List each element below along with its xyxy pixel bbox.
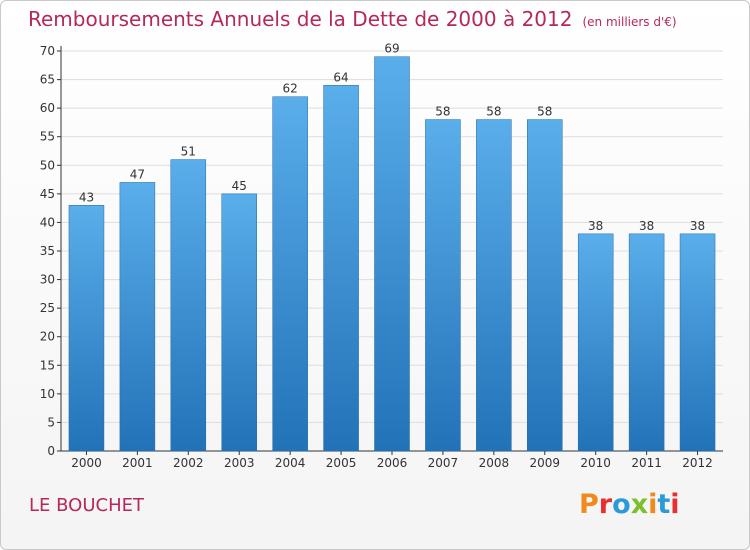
y-tick-label: 0 — [47, 444, 55, 458]
bar — [628, 233, 665, 452]
x-tick-label: 2008 — [479, 456, 510, 470]
proxiti-logo[interactable]: Proxiti — [579, 489, 680, 520]
data-label: 51 — [181, 145, 196, 159]
logo-letter: i — [648, 489, 658, 520]
x-tick-label: 2005 — [326, 456, 357, 470]
data-label: 38 — [690, 219, 705, 233]
x-tick-label: 2006 — [377, 456, 408, 470]
data-label: 38 — [639, 219, 654, 233]
x-tick-label: 2002 — [173, 456, 204, 470]
logo-letter: o — [612, 489, 631, 520]
bar — [577, 233, 614, 452]
x-tick-label: 2012 — [682, 456, 713, 470]
data-label: 64 — [333, 70, 348, 84]
data-label: 38 — [588, 219, 603, 233]
bar — [374, 56, 410, 452]
y-tick-label: 60 — [40, 101, 55, 115]
data-label: 45 — [232, 179, 247, 193]
data-label: 62 — [283, 82, 298, 96]
data-label: 58 — [537, 105, 552, 119]
bar — [527, 119, 563, 452]
bar — [272, 96, 308, 452]
x-tick-label: 2000 — [71, 456, 102, 470]
y-tick-label: 10 — [40, 387, 55, 401]
y-tick-label: 15 — [40, 358, 55, 372]
x-tick-label: 2001 — [122, 456, 153, 470]
y-tick-label: 5 — [47, 415, 55, 429]
data-label: 69 — [384, 42, 399, 56]
x-tick-label: 2010 — [580, 456, 611, 470]
data-label: 47 — [130, 167, 145, 181]
y-tick-label: 50 — [40, 158, 55, 172]
chart-subtitle: (en milliers d'€) — [582, 15, 677, 29]
bar — [476, 119, 512, 452]
y-tick-label: 20 — [40, 330, 55, 344]
data-label: 43 — [79, 190, 94, 204]
bar — [119, 182, 156, 452]
data-label: 58 — [486, 105, 501, 119]
x-tick-label: 2004 — [275, 456, 306, 470]
commune-name: LE BOUCHET — [29, 495, 144, 516]
bar — [170, 159, 207, 452]
bar — [221, 193, 257, 452]
y-tick-label: 45 — [40, 187, 55, 201]
bar — [679, 233, 716, 452]
x-tick-label: 2007 — [428, 456, 459, 470]
y-tick-label: 65 — [40, 73, 55, 87]
y-tick-label: 25 — [40, 301, 55, 315]
logo-letter: x — [630, 489, 649, 520]
labels: 0 5 10 15 20 25 30 35 40 45 50 55 60 65 70 2000 43 2001 47… — [40, 42, 713, 470]
logo-letter: i — [670, 489, 680, 520]
bar — [68, 205, 105, 452]
logo-letter: t — [657, 489, 671, 520]
x-tick-label: 2011 — [631, 456, 662, 470]
y-tick-label: 35 — [40, 244, 55, 258]
logo-letter: r — [598, 489, 613, 520]
x-tick-label: 2003 — [224, 456, 255, 470]
title-row: Remboursements Annuels de la Dette de 20… — [28, 7, 677, 31]
bar — [323, 85, 359, 452]
y-tick-label: 30 — [40, 273, 55, 287]
chart-title: Remboursements Annuels de la Dette de 20… — [28, 7, 573, 31]
bars — [68, 56, 716, 452]
y-tick-label: 40 — [40, 215, 55, 229]
y-tick-label: 70 — [40, 44, 55, 58]
x-tick-label: 2009 — [529, 456, 560, 470]
data-label: 58 — [435, 105, 450, 119]
logo-letter: P — [579, 489, 599, 520]
y-tick-label: 55 — [40, 130, 55, 144]
bar — [425, 119, 461, 452]
